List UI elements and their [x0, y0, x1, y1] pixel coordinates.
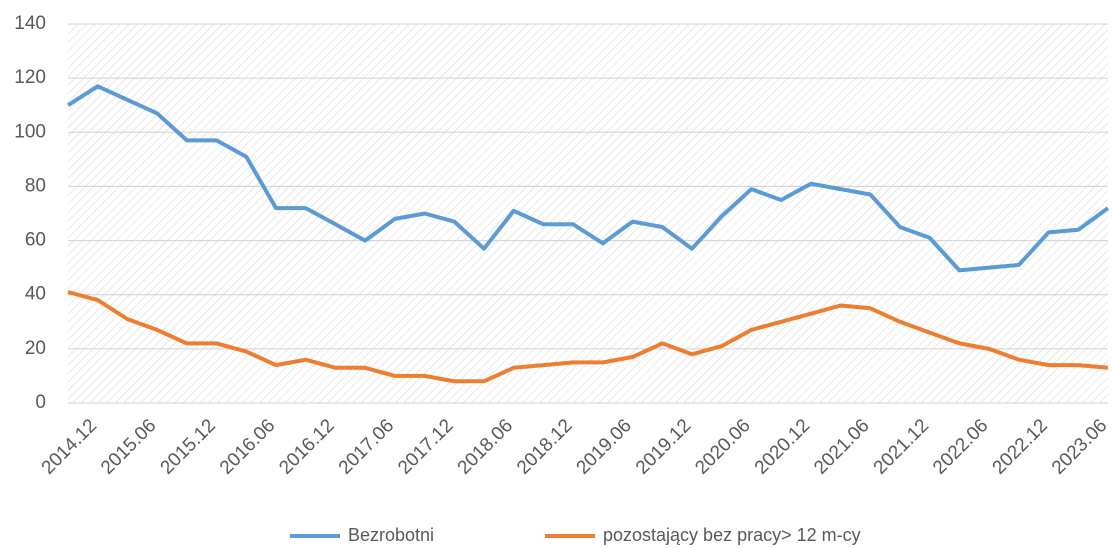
x-tick-label: 2021.06: [810, 415, 873, 478]
x-tick-label: 2018.06: [454, 415, 517, 478]
series-line: [67, 290, 1109, 384]
x-tick-label: 2019.06: [573, 415, 636, 478]
y-tick-label: 80: [25, 175, 46, 196]
plot-background: [68, 24, 1108, 403]
y-tick-label: 0: [35, 392, 46, 413]
x-tick-label: 2017.06: [335, 415, 398, 478]
x-tick-label: 2015.06: [97, 415, 160, 478]
x-tick-label: 2017.12: [394, 415, 457, 478]
y-tick-label: 60: [25, 230, 46, 251]
legend-label: Bezrobotni: [348, 525, 434, 545]
y-tick-label: 140: [14, 13, 46, 34]
x-tick-label: 2019.12: [632, 415, 695, 478]
y-tick-label: 20: [25, 338, 46, 359]
x-tick-label: 2015.12: [157, 415, 220, 478]
legend: Bezrobotni pozostający bez pracy> 12 m-cy: [290, 525, 861, 545]
x-tick-label: 2016.12: [275, 415, 338, 478]
series-line: [66, 84, 1110, 273]
x-tick-label: 2014.12: [38, 415, 101, 478]
x-tick-label: 2021.12: [870, 415, 933, 478]
y-tick-label: 120: [14, 67, 46, 88]
legend-label: pozostający bez pracy> 12 m-cy: [603, 525, 861, 545]
y-tick-label: 100: [14, 121, 46, 142]
y-tick-label: 40: [25, 284, 46, 305]
x-tick-label: 2022.06: [929, 415, 992, 478]
x-tick-label: 2016.06: [216, 415, 279, 478]
x-tick-label: 2018.12: [513, 415, 576, 478]
x-tick-label: 2020.12: [751, 415, 814, 478]
x-tick-label: 2022.12: [989, 415, 1052, 478]
x-tick-label: 2020.06: [691, 415, 754, 478]
x-tick-label: 2023.06: [1048, 415, 1111, 478]
